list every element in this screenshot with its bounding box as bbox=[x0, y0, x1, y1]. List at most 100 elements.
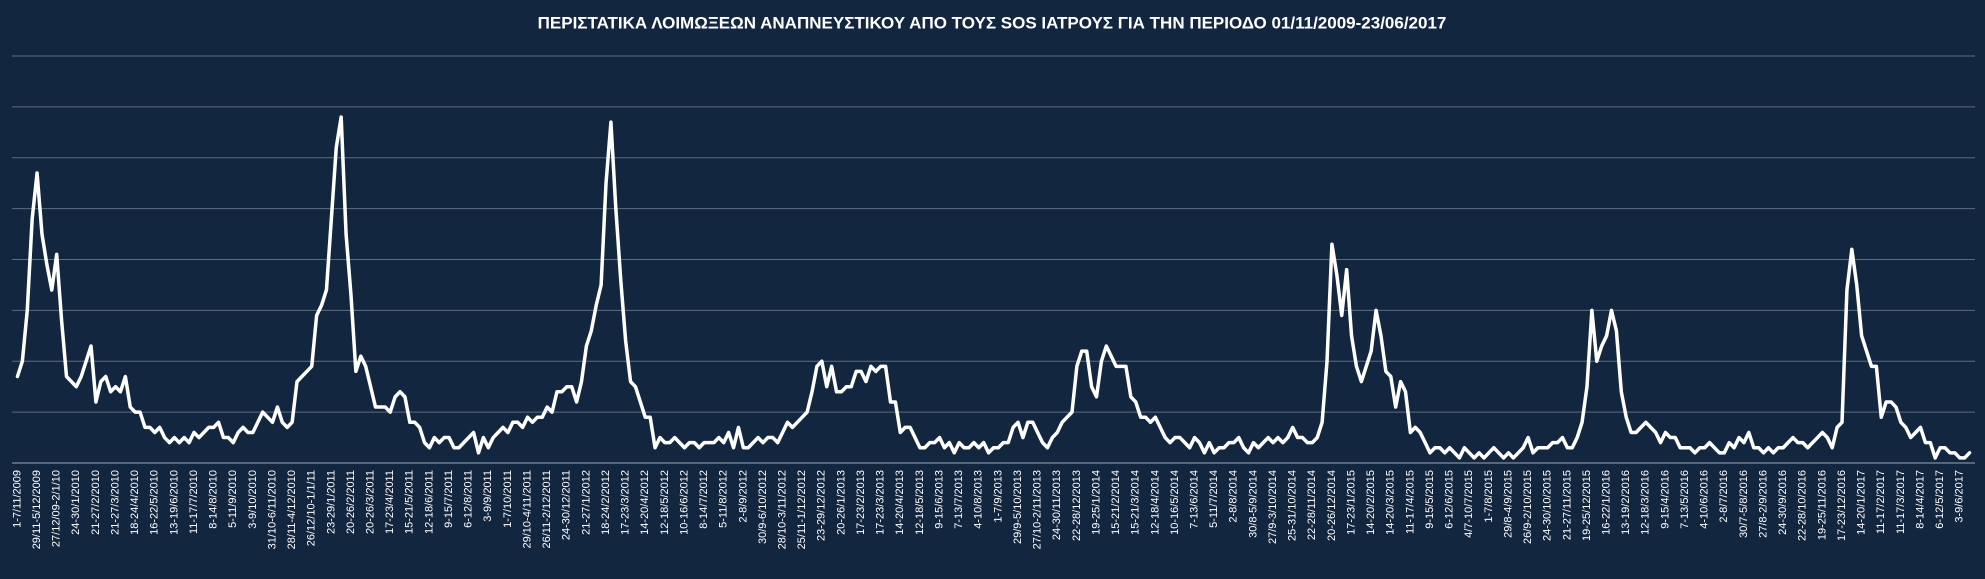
x-tick-label: 21-27/3/2010 bbox=[109, 470, 121, 535]
x-tick-label: 17-23/1/2015 bbox=[1345, 470, 1357, 535]
x-tick-label: 15-21/5/2011 bbox=[404, 470, 416, 534]
x-tick-label: 4-10/6/2016 bbox=[1699, 470, 1711, 529]
x-tick-label: 17-23/3/2013 bbox=[875, 470, 887, 535]
x-tick-label: 9-15/5/2015 bbox=[1424, 470, 1436, 529]
x-tick-label: 24-30/12/2011 bbox=[561, 470, 573, 540]
x-tick-label: 6-12/6/2015 bbox=[1444, 470, 1456, 529]
x-tick-label: 17-23/2/2013 bbox=[855, 470, 867, 535]
x-tick-label: 17-23/12/2016 bbox=[1836, 470, 1848, 541]
x-tick-label: 2-8/8/2014 bbox=[1228, 470, 1240, 523]
x-tick-label: 25/11-1/12/2012 bbox=[796, 470, 808, 549]
x-tick-label: 1-7/9/2013 bbox=[992, 470, 1004, 523]
x-tick-label: 28/11-4/12/2010 bbox=[286, 470, 298, 549]
x-tick-label: 27/9-3/10/2014 bbox=[1267, 470, 1279, 544]
x-tick-label: 24-30/1/2010 bbox=[70, 470, 82, 535]
x-tick-label: 1-7/10/2011 bbox=[502, 470, 514, 528]
data-line bbox=[15, 115, 1972, 460]
x-tick-label: 28/10-3/11/2012 bbox=[777, 470, 789, 549]
x-tick-label: 26/9-2/10/2015 bbox=[1522, 470, 1534, 544]
x-tick-label: 22-28/12/2013 bbox=[1071, 470, 1083, 541]
x-tick-label: 11-17/2/2017 bbox=[1875, 470, 1887, 534]
x-tick-label: 19-25/11/2016 bbox=[1816, 470, 1828, 540]
x-tick-label: 13-19/6/2010 bbox=[168, 470, 180, 535]
x-tick-label: 3-9/6/2017 bbox=[1954, 470, 1966, 523]
x-tick-label: 16-22/5/2010 bbox=[149, 470, 161, 535]
x-tick-label: 19-25/1/2014 bbox=[1090, 470, 1102, 535]
x-tick-label: 9-15/6/2013 bbox=[933, 470, 945, 529]
x-tick-label: 25-31/10/2014 bbox=[1287, 470, 1299, 541]
x-tick-label: 7-13/5/2016 bbox=[1679, 470, 1691, 529]
x-tick-label: 29/11-5/12/2009 bbox=[31, 470, 43, 549]
x-tick-label: 8-14/8/2010 bbox=[208, 470, 220, 529]
x-tick-label: 22-28/10/2016 bbox=[1797, 470, 1809, 541]
x-tick-label: 27/12/09-2/1/10 bbox=[51, 470, 63, 547]
x-tick-label: 2-8/7/2016 bbox=[1718, 470, 1730, 523]
x-tick-label: 30/8-5/9/2014 bbox=[1247, 470, 1259, 538]
x-tick-label: 29/8-4/9/2015 bbox=[1502, 470, 1514, 538]
x-tick-label: 23-29/1/2011 bbox=[325, 470, 337, 534]
x-tick-label: 3-9/10/2010 bbox=[247, 470, 259, 529]
x-tick-label: 19-25/12/2015 bbox=[1581, 470, 1593, 541]
x-tick-label: 5-11/9/2010 bbox=[227, 470, 239, 528]
x-tick-label: 9-15/4/2016 bbox=[1659, 470, 1671, 529]
x-tick-label: 16-22/1/2016 bbox=[1601, 470, 1613, 535]
x-tick-label: 12-18/4/2014 bbox=[1149, 470, 1161, 535]
x-tick-label: 12-18/5/2013 bbox=[914, 470, 926, 535]
x-tick-label: 1-7/11/2009 bbox=[11, 470, 23, 528]
x-tick-label: 24-30/9/2016 bbox=[1777, 470, 1789, 535]
x-tick-label: 2-8/9/2012 bbox=[737, 470, 749, 523]
x-tick-label: 23-29/12/2012 bbox=[816, 470, 828, 541]
x-tick-label: 22-28/11/2014 bbox=[1306, 470, 1318, 540]
x-tick-label: 21-27/1/2012 bbox=[580, 470, 592, 535]
x-tick-label: 26/11-2/12/2011 bbox=[541, 470, 553, 549]
x-tick-label: 10-16/5/2014 bbox=[1169, 470, 1181, 535]
x-tick-label: 17-23/3/2012 bbox=[620, 470, 632, 535]
x-tick-label: 1-7/8/2015 bbox=[1483, 470, 1495, 523]
x-tick-label: 11-17/4/2015 bbox=[1404, 470, 1416, 534]
x-tick-label: 17-23/4/2011 bbox=[384, 470, 396, 534]
x-tick-label: 7-13/7/2013 bbox=[953, 470, 965, 529]
x-tick-label: 4/7-10/7/2015 bbox=[1463, 470, 1475, 538]
x-tick-label: 27/8-2/9/2016 bbox=[1757, 470, 1769, 538]
x-tick-label: 14-20/4/2013 bbox=[894, 470, 906, 535]
x-tick-label: 15-21/3/2014 bbox=[1130, 470, 1142, 535]
x-tick-label: 8-14/4/2017 bbox=[1914, 470, 1926, 529]
x-tick-label: 20-26/1/2013 bbox=[835, 470, 847, 535]
chart-title: ΠΕΡΙΣΤΑΤΙΚΑ ΛΟΙΜΩΞΕΩΝ ΑΝΑΠΝΕΥΣΤΙΚΟΥ ΑΠΟ … bbox=[538, 13, 1447, 32]
x-tick-label: 18-24/4/2010 bbox=[129, 470, 141, 535]
x-tick-label: 20-26/12/2014 bbox=[1326, 470, 1338, 541]
x-tick-label: 6-12/8/2011 bbox=[463, 470, 475, 528]
x-tick-label: 13-19/2/2016 bbox=[1620, 470, 1632, 535]
x-tick-label: 12-18/5/2012 bbox=[659, 470, 671, 535]
x-tick-label: 24-30/10/2015 bbox=[1542, 470, 1554, 541]
x-tick-label: 11-17/7/2010 bbox=[188, 470, 200, 534]
x-tick-label: 30/9-6/10/2012 bbox=[757, 470, 769, 544]
x-tick-label: 26/12/10-1/1/11 bbox=[306, 470, 318, 546]
x-tick-label: 30/7-5/8/2016 bbox=[1738, 470, 1750, 538]
x-tick-label: 7-13/6/2014 bbox=[1189, 470, 1201, 529]
x-tick-label: 12-18/6/2011 bbox=[423, 470, 435, 534]
x-tick-label: 6-12/5/2017 bbox=[1934, 470, 1946, 529]
x-tick-label: 14-20/3/2015 bbox=[1385, 470, 1397, 535]
x-tick-label: 21-27/2/2010 bbox=[90, 470, 102, 535]
x-tick-label: 5-11/8/2012 bbox=[718, 470, 730, 528]
x-tick-label: 5-11/7/2014 bbox=[1208, 470, 1220, 528]
x-tick-label: 29/9-5/10/2013 bbox=[1012, 470, 1024, 544]
x-tick-label: 29/10-4/11/2011 bbox=[521, 470, 533, 549]
x-tick-label: 14-20/4/2012 bbox=[639, 470, 651, 535]
x-tick-label: 20-26/2/2011 bbox=[345, 470, 357, 534]
x-tick-label: 18-24/2/2012 bbox=[600, 470, 612, 535]
x-tick-label: 10-16/6/2012 bbox=[678, 470, 690, 535]
x-tick-label: 20-26/3/2011 bbox=[365, 470, 377, 534]
x-tick-label: 11-17/3/2017 bbox=[1895, 470, 1907, 534]
x-tick-label: 14-20/2/2015 bbox=[1365, 470, 1377, 535]
x-tick-label: 3-9/9/2011 bbox=[482, 470, 494, 522]
x-tick-label: 9-15/7/2011 bbox=[443, 470, 455, 528]
x-tick-label: 27/10-2/11/2013 bbox=[1032, 470, 1044, 549]
x-tick-label: 4-10/8/2013 bbox=[973, 470, 985, 529]
x-tick-label: 8-14/7/2012 bbox=[698, 470, 710, 529]
x-tick-label: 21-27/11/2015 bbox=[1561, 470, 1573, 540]
x-tick-label: 15-21/2/2014 bbox=[1110, 470, 1122, 535]
